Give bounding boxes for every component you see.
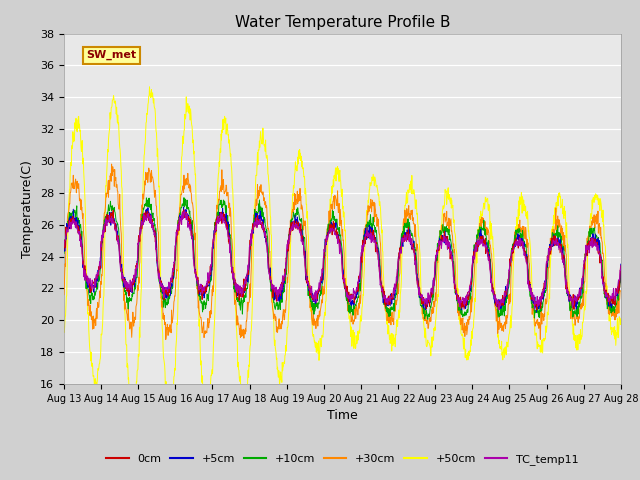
Legend: 0cm, +5cm, +10cm, +30cm, +50cm, TC_temp11: 0cm, +5cm, +10cm, +30cm, +50cm, TC_temp1… (102, 450, 583, 469)
Text: SW_met: SW_met (86, 50, 136, 60)
Title: Water Temperature Profile B: Water Temperature Profile B (235, 15, 450, 30)
X-axis label: Time: Time (327, 409, 358, 422)
Y-axis label: Temperature(C): Temperature(C) (22, 160, 35, 258)
